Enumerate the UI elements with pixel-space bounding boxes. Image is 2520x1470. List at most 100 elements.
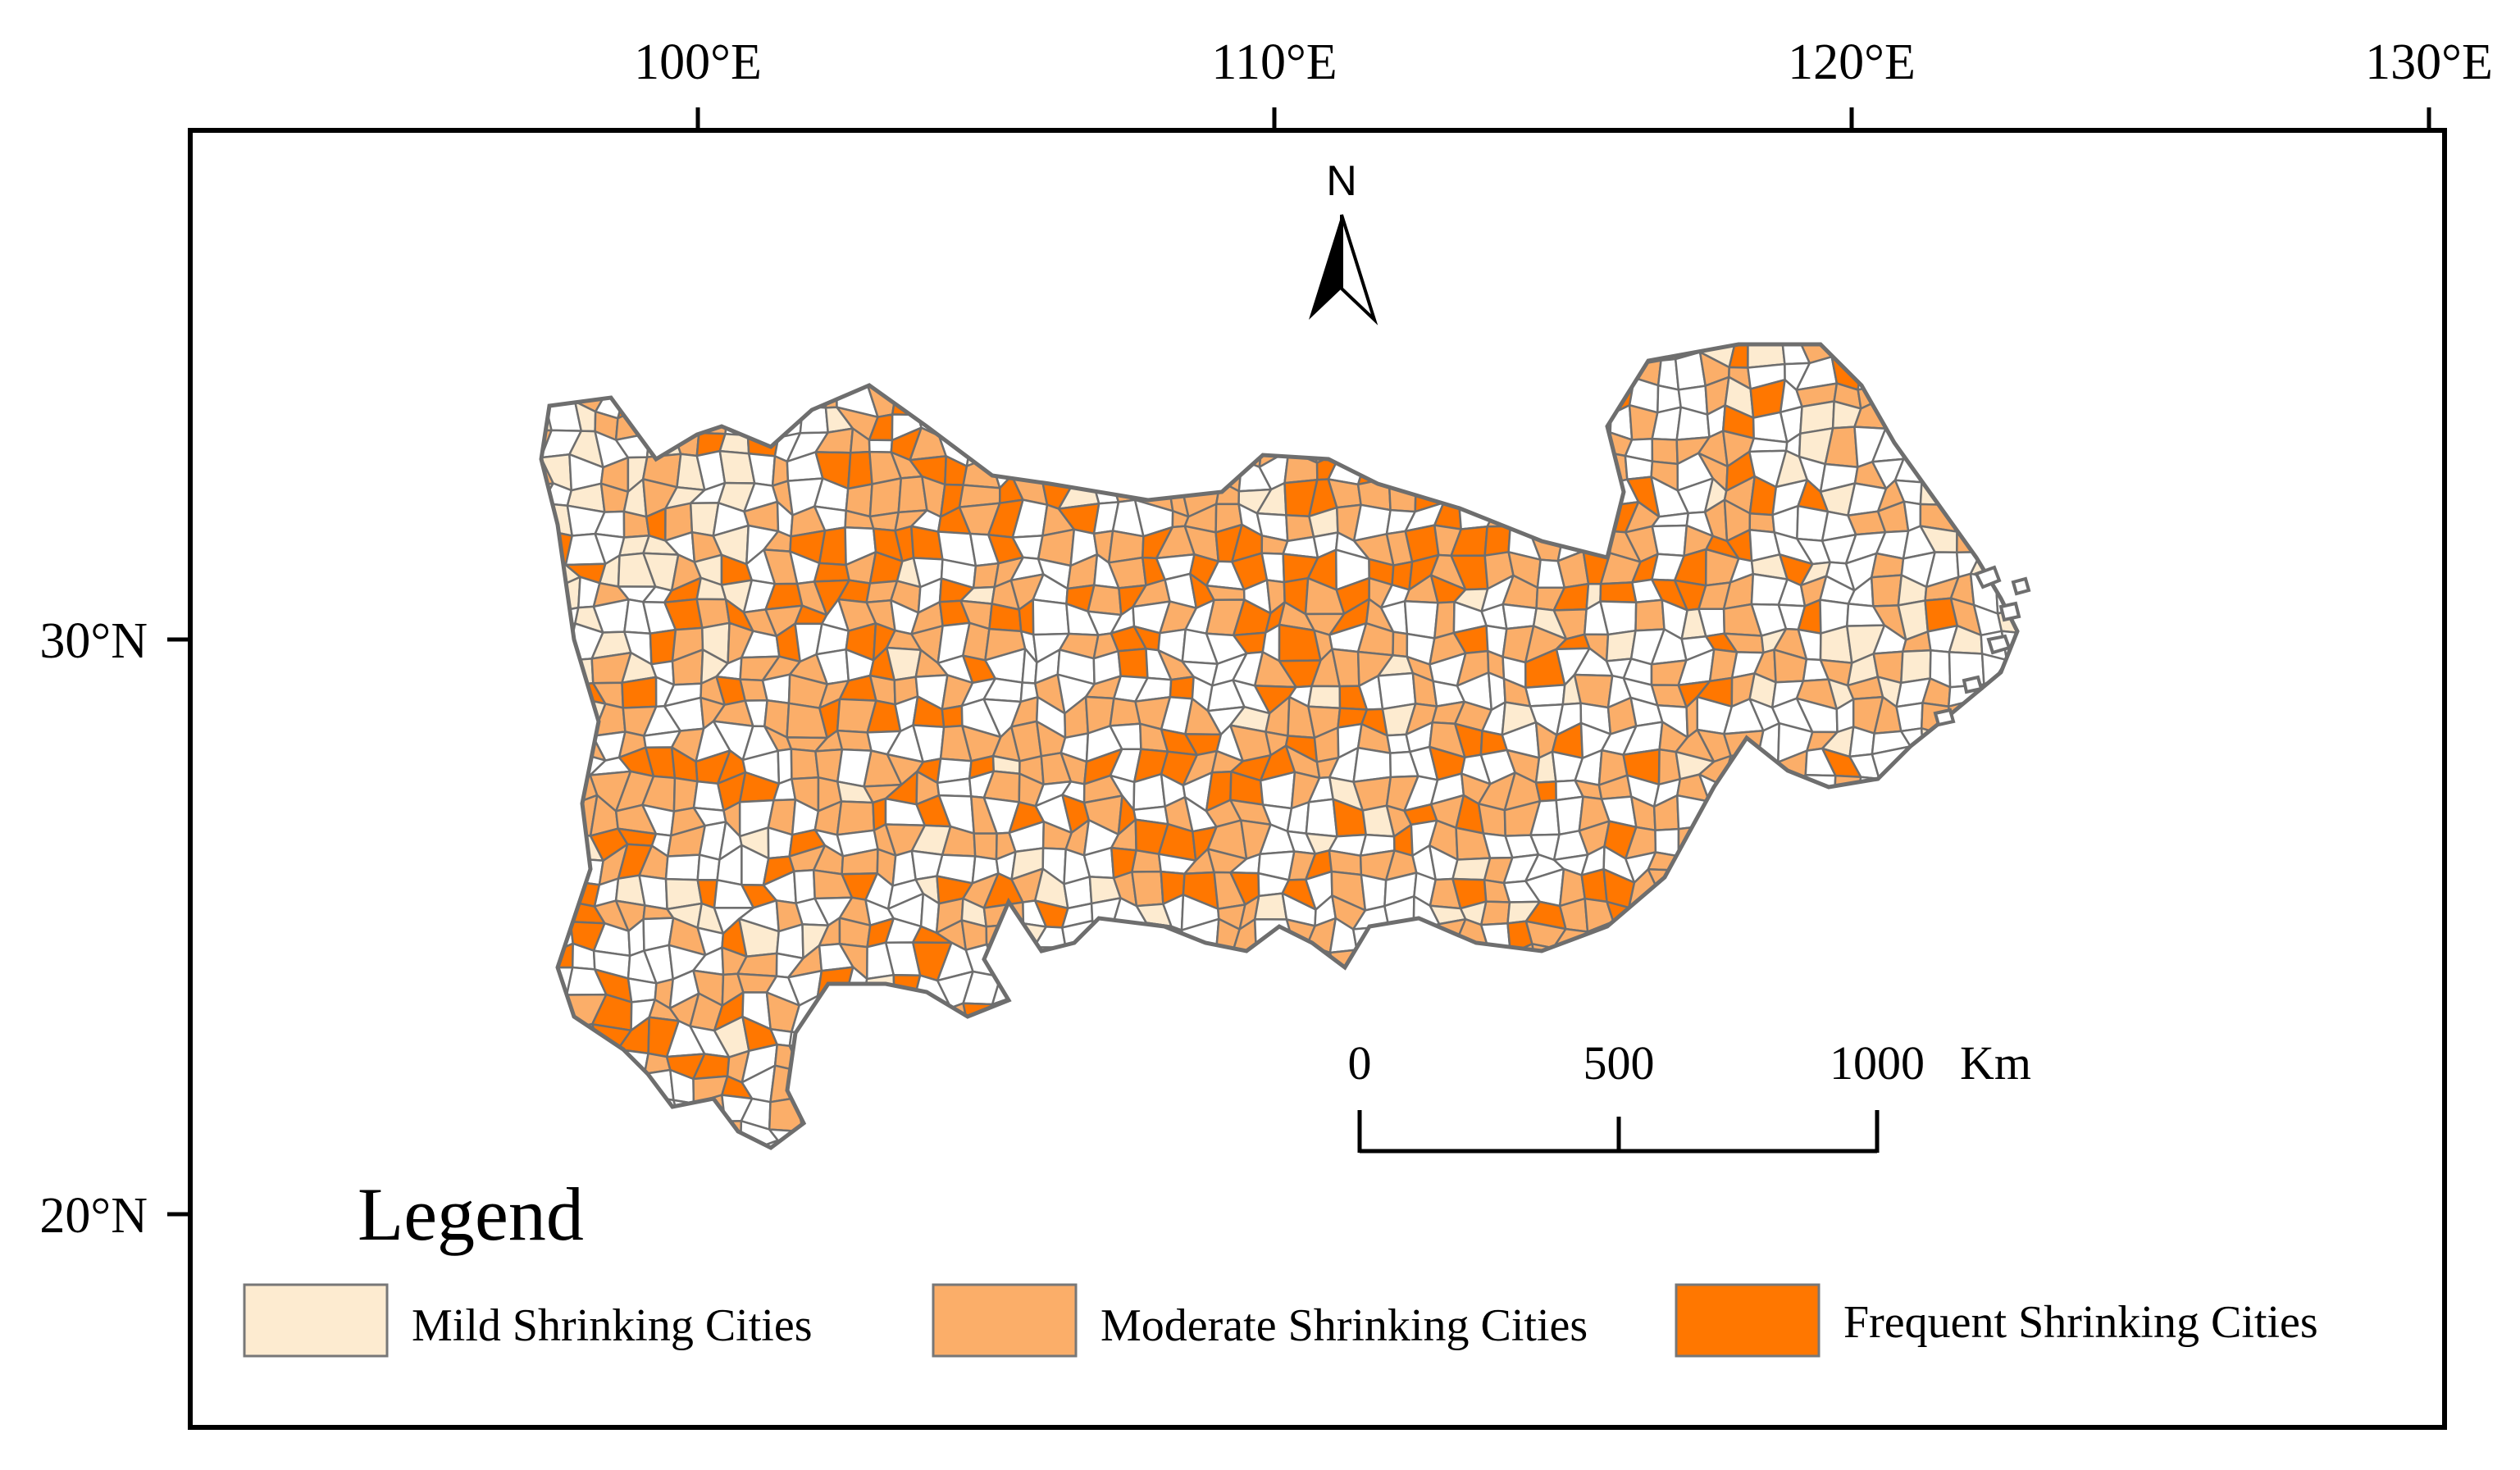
county-polygon xyxy=(566,1122,606,1148)
county-polygon xyxy=(1980,721,2010,762)
county-polygon xyxy=(1134,997,1174,1029)
county-polygon xyxy=(837,1122,867,1148)
county-polygon xyxy=(786,362,828,394)
county-polygon xyxy=(2021,723,2048,763)
county-polygon xyxy=(1061,969,1087,1009)
county-polygon xyxy=(1260,344,1289,370)
county-polygon xyxy=(2052,871,2082,900)
county-polygon xyxy=(1109,922,1148,958)
county-polygon xyxy=(1230,1067,1266,1099)
county-polygon xyxy=(1212,1180,1239,1203)
county-polygon xyxy=(1850,1100,1880,1131)
county-polygon xyxy=(670,344,703,369)
county-polygon xyxy=(1859,893,1880,928)
county-polygon xyxy=(2057,947,2080,980)
county-polygon xyxy=(1725,1117,1758,1148)
county-polygon xyxy=(1945,969,1983,1003)
county-polygon xyxy=(616,1072,649,1108)
county-polygon xyxy=(1994,454,2017,485)
county-polygon xyxy=(1195,344,1223,369)
county-polygon xyxy=(1918,944,1953,978)
county-polygon xyxy=(861,990,900,1028)
county-polygon xyxy=(1255,951,1297,974)
county-polygon xyxy=(1019,944,1043,981)
longitude-label: 130°E xyxy=(2365,34,2493,90)
county-polygon xyxy=(1821,1142,1863,1148)
longitude-axis: 100°E 110°E 120°E 130°E xyxy=(634,34,2493,130)
county-polygon xyxy=(646,1117,680,1148)
county-polygon xyxy=(911,361,951,389)
county-polygon xyxy=(2044,505,2077,536)
coastal-islands xyxy=(1933,565,2031,727)
county-polygon xyxy=(1041,972,1074,1008)
county-polygon xyxy=(616,1095,649,1122)
county-polygon xyxy=(624,366,655,391)
county-polygon xyxy=(845,1172,870,1201)
legend-label-moderate: Moderate Shrinking Cities xyxy=(1101,1300,1588,1351)
county-polygon xyxy=(1383,432,1419,460)
county-polygon xyxy=(1776,1020,1814,1057)
county-polygon xyxy=(621,676,658,709)
county-polygon xyxy=(738,366,771,382)
county-polygon xyxy=(1138,1140,1168,1148)
county-polygon xyxy=(1573,480,1609,508)
county-polygon xyxy=(541,1045,549,1072)
county-polygon xyxy=(1896,994,1925,1022)
county-polygon xyxy=(1554,1119,1585,1148)
county-polygon xyxy=(909,1006,952,1022)
county-polygon xyxy=(1034,1026,1071,1058)
county-polygon xyxy=(1980,503,2005,535)
county-polygon xyxy=(541,1122,575,1148)
county-polygon xyxy=(1376,377,1409,411)
county-polygon xyxy=(2051,674,2076,708)
county-polygon xyxy=(813,344,853,366)
county-polygon xyxy=(1681,1092,1707,1122)
county-polygon xyxy=(1474,403,1507,444)
county-polygon xyxy=(1923,351,1953,392)
county-polygon xyxy=(1426,413,1470,440)
county-polygon xyxy=(1105,361,1146,385)
county-polygon xyxy=(1802,995,1827,1031)
county-polygon xyxy=(1798,774,1837,810)
county-polygon xyxy=(1825,826,1851,855)
county-polygon xyxy=(1081,969,1123,1009)
county-polygon xyxy=(1112,457,1141,488)
county-polygon xyxy=(1848,808,1883,832)
county-polygon xyxy=(1401,1000,1443,1026)
county-polygon xyxy=(736,402,780,439)
county-polygon xyxy=(1376,1072,1412,1108)
county-polygon xyxy=(1113,1140,1142,1148)
county-polygon xyxy=(1091,1046,1118,1076)
county-polygon xyxy=(1918,922,1955,958)
county-polygon xyxy=(1169,676,1195,700)
county-polygon xyxy=(1684,990,1715,1028)
county-polygon xyxy=(1190,1096,1214,1133)
county-polygon xyxy=(1427,344,1468,365)
county-polygon xyxy=(1994,676,2017,715)
county-polygon xyxy=(1873,994,1907,1031)
county-polygon xyxy=(1260,1023,1296,1058)
county-polygon xyxy=(1901,796,1929,832)
county-polygon xyxy=(868,477,903,518)
county-polygon xyxy=(1877,1127,1910,1146)
county-polygon xyxy=(2046,996,2076,1028)
north-label: N xyxy=(1326,157,1357,205)
county-polygon xyxy=(1067,457,1094,482)
county-polygon xyxy=(1278,1076,1318,1105)
county-polygon xyxy=(1647,945,1687,984)
county-polygon xyxy=(1798,1172,1828,1204)
county-polygon xyxy=(596,1150,628,1173)
county-polygon xyxy=(1429,1040,1466,1074)
county-polygon xyxy=(1392,630,1409,658)
county-polygon xyxy=(569,353,608,394)
county-polygon xyxy=(2050,355,2076,384)
county-polygon xyxy=(541,1018,558,1058)
county-polygon xyxy=(1649,967,1686,999)
county-polygon xyxy=(1461,344,1485,365)
county-polygon xyxy=(1036,452,1076,485)
county-polygon xyxy=(1775,951,1812,977)
county-polygon xyxy=(840,1052,877,1079)
county-polygon xyxy=(2028,430,2057,466)
county-polygon xyxy=(1929,872,1954,910)
county-polygon xyxy=(640,344,681,369)
